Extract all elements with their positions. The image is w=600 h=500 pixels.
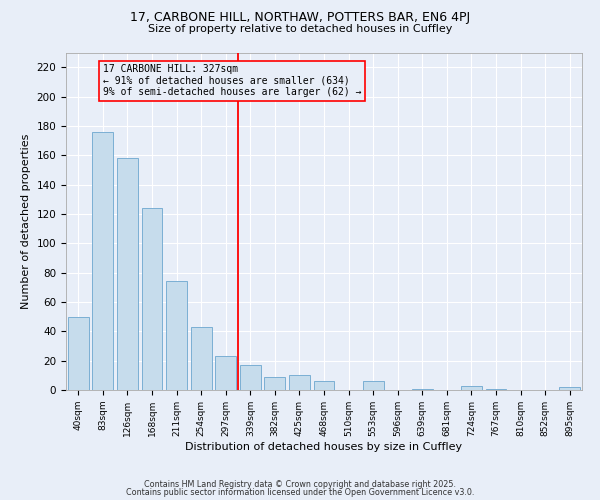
Text: 17, CARBONE HILL, NORTHAW, POTTERS BAR, EN6 4PJ: 17, CARBONE HILL, NORTHAW, POTTERS BAR, … xyxy=(130,11,470,24)
Text: Contains HM Land Registry data © Crown copyright and database right 2025.: Contains HM Land Registry data © Crown c… xyxy=(144,480,456,489)
Bar xyxy=(191,327,212,390)
Bar xyxy=(68,316,89,390)
Bar xyxy=(142,208,163,390)
Bar xyxy=(92,132,113,390)
Text: 17 CARBONE HILL: 327sqm
← 91% of detached houses are smaller (634)
9% of semi-de: 17 CARBONE HILL: 327sqm ← 91% of detache… xyxy=(103,64,361,98)
Bar xyxy=(215,356,236,390)
Bar xyxy=(412,388,433,390)
Bar xyxy=(485,388,506,390)
Bar xyxy=(314,381,334,390)
Bar xyxy=(461,386,482,390)
Bar xyxy=(117,158,138,390)
Bar xyxy=(265,377,286,390)
Bar xyxy=(166,282,187,390)
Y-axis label: Number of detached properties: Number of detached properties xyxy=(21,134,31,309)
X-axis label: Distribution of detached houses by size in Cuffley: Distribution of detached houses by size … xyxy=(185,442,463,452)
Bar xyxy=(289,376,310,390)
Bar xyxy=(240,365,261,390)
Text: Contains public sector information licensed under the Open Government Licence v3: Contains public sector information licen… xyxy=(126,488,474,497)
Bar xyxy=(362,381,383,390)
Bar xyxy=(559,387,580,390)
Text: Size of property relative to detached houses in Cuffley: Size of property relative to detached ho… xyxy=(148,24,452,34)
